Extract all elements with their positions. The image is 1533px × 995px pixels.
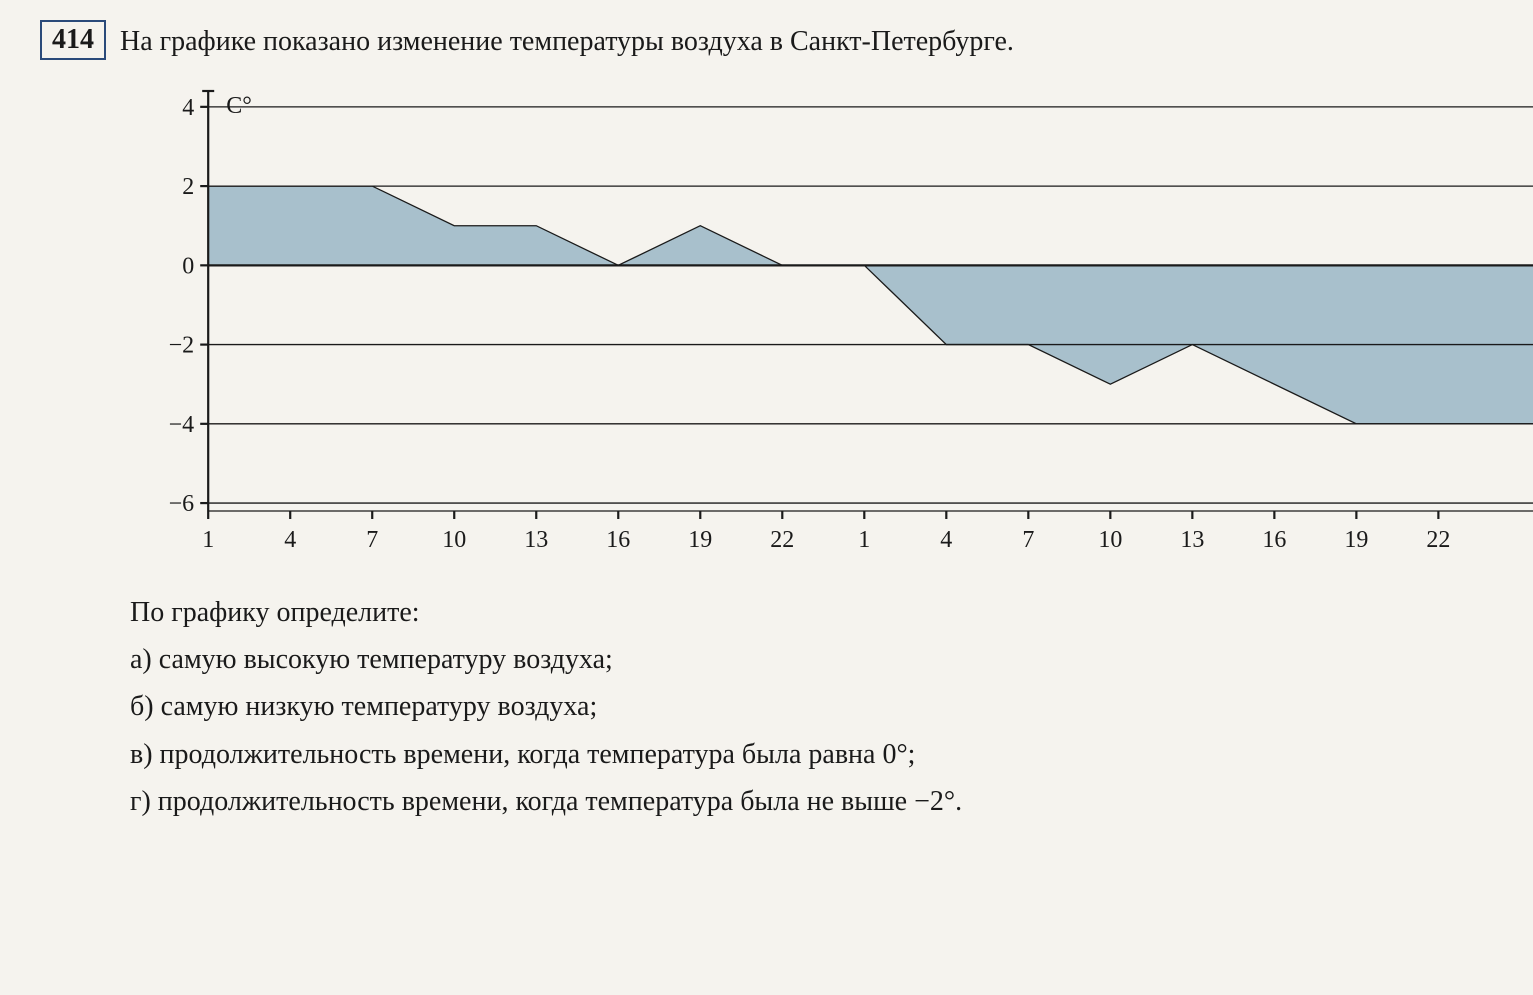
- problem-header: 414 На графике показано изменение темпер…: [40, 20, 1493, 63]
- svg-text:10: 10: [442, 527, 466, 553]
- svg-text:16: 16: [606, 527, 630, 553]
- svg-text:19: 19: [688, 527, 712, 553]
- svg-text:7: 7: [366, 527, 378, 553]
- questions-lead: По графику определите:: [130, 591, 1493, 634]
- question-d: г) продолжительность времени, когда темп…: [130, 780, 1493, 823]
- question-b: б) самую низкую температуру воздуха;: [130, 685, 1493, 728]
- svg-text:13: 13: [524, 527, 548, 553]
- svg-text:0: 0: [182, 253, 194, 279]
- svg-text:19: 19: [1344, 527, 1368, 553]
- svg-text:1: 1: [858, 527, 870, 553]
- problem-intro-text: На графике показано изменение температур…: [120, 22, 1014, 63]
- svg-text:4: 4: [182, 94, 194, 120]
- temperature-chart: 4 2 0 −2 −4 −6 C° 1 4 7 10 13 16 19 22 1 4 7 10 13 16 19 22: [130, 81, 1500, 561]
- svg-text:C°: C°: [226, 92, 252, 118]
- problem-number: 414: [40, 20, 106, 60]
- question-a: а) самую высокую температуру воздуха;: [130, 638, 1493, 681]
- questions-block: По графику определите: а) самую высокую …: [130, 591, 1493, 824]
- svg-text:22: 22: [1426, 527, 1450, 553]
- svg-text:−4: −4: [169, 411, 195, 437]
- question-c: в) продолжительность времени, когда темп…: [130, 733, 1493, 776]
- svg-text:16: 16: [1262, 527, 1286, 553]
- svg-text:−2: −2: [169, 332, 195, 358]
- svg-text:22: 22: [770, 527, 794, 553]
- svg-text:−6: −6: [169, 491, 195, 517]
- svg-text:1: 1: [202, 527, 214, 553]
- svg-text:10: 10: [1098, 527, 1122, 553]
- svg-text:2: 2: [182, 174, 194, 200]
- svg-text:4: 4: [284, 527, 296, 553]
- svg-text:7: 7: [1022, 527, 1034, 553]
- temperature-chart-svg: 4 2 0 −2 −4 −6 C° 1 4 7 10 13 16 19 22 1 4 7 10 13 16 19 22: [130, 81, 1533, 561]
- svg-text:4: 4: [940, 527, 952, 553]
- svg-text:13: 13: [1180, 527, 1204, 553]
